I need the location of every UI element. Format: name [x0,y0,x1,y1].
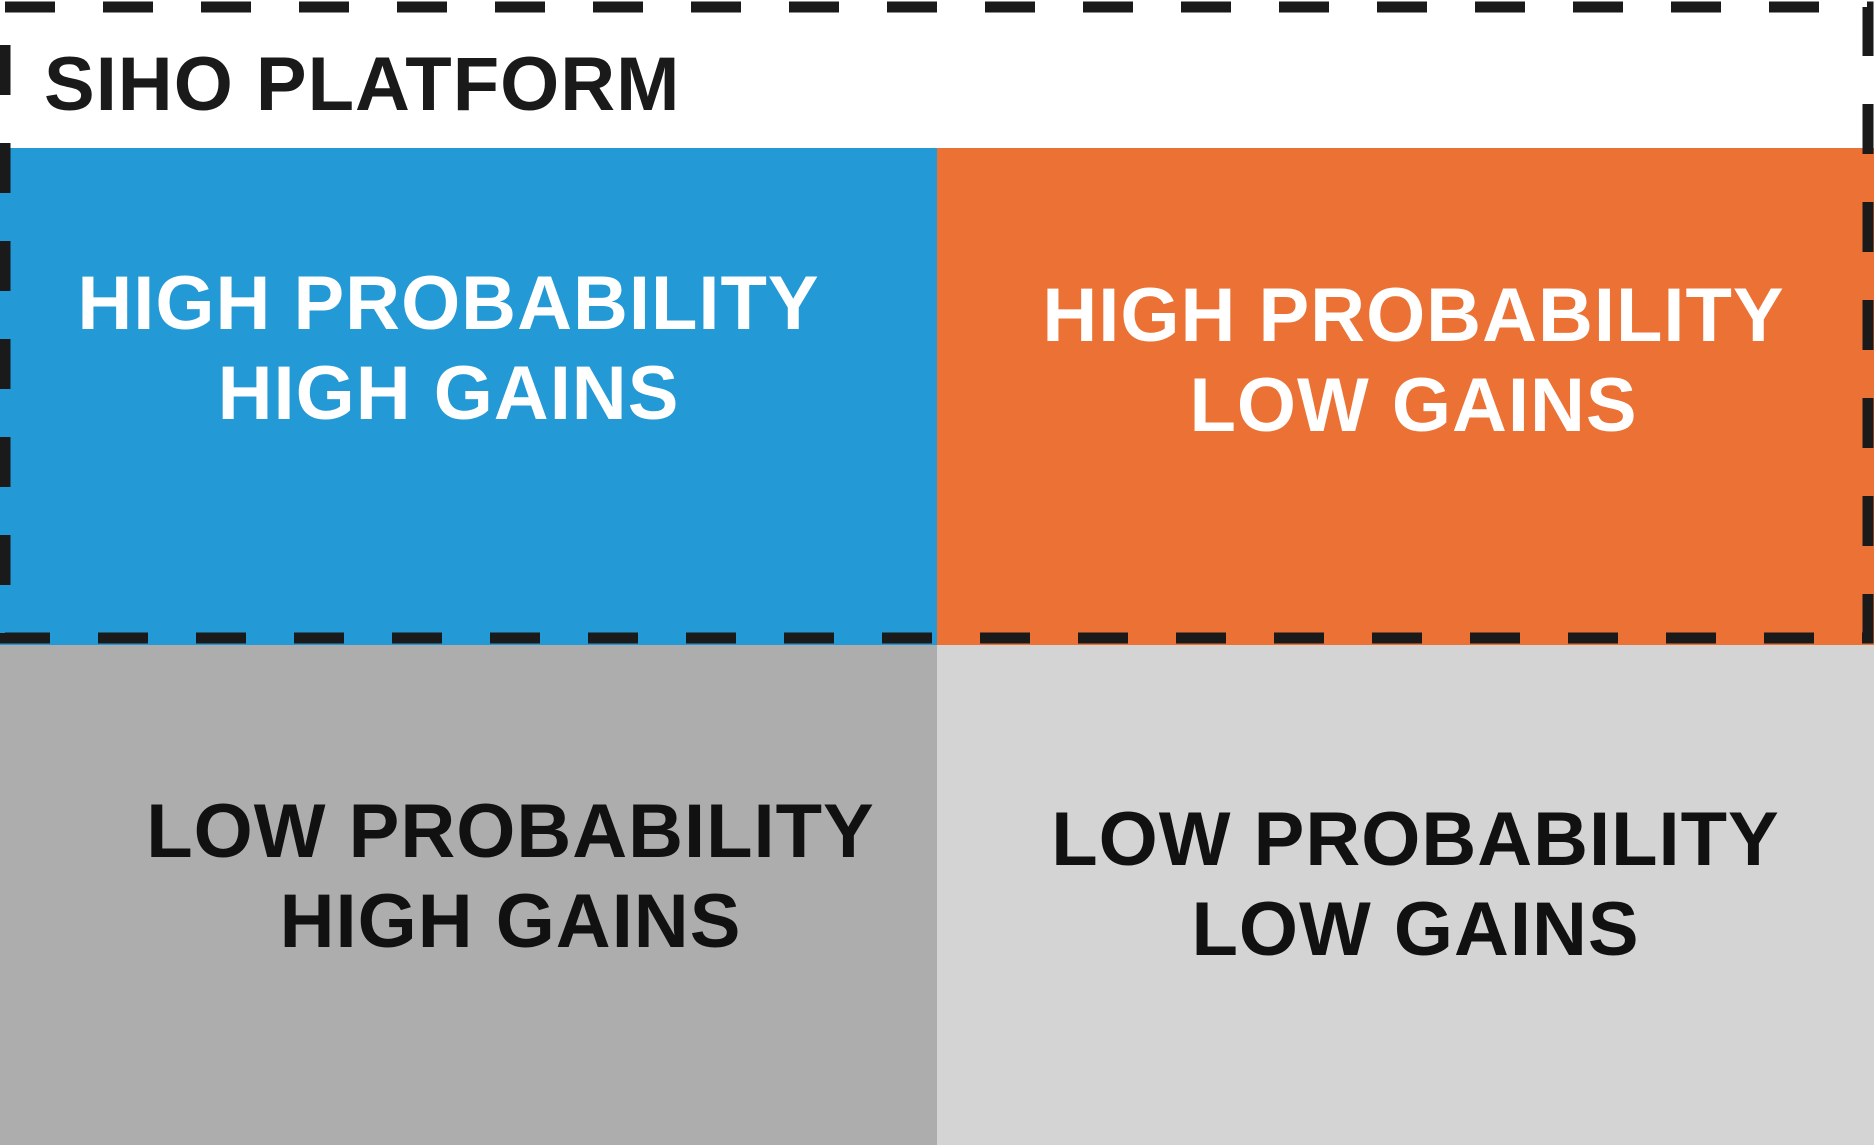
quadrant-label-line1: HIGH PROBABILITY [77,260,820,346]
quadrant-label-line2: LOW GAINS [1191,887,1640,972]
platform-title: SIHO PLATFORM [44,42,681,127]
quadrant-label-line1: HIGH PROBABILITY [1042,272,1785,358]
quadrant-label-line2: HIGH GAINS [279,879,742,964]
quadrant-label-line2: LOW GAINS [1189,362,1638,448]
quadrant-low-prob-low-gains: LOW PROBABILITY LOW GAINS [937,645,1874,1145]
quadrant-label-line1: LOW PROBABILITY [1051,797,1780,882]
quadrant-low-prob-high-gains: LOW PROBABILITY HIGH GAINS [0,645,937,1145]
quadrant-label-line2: HIGH GAINS [217,350,680,436]
quadrant-high-prob-high-gains: HIGH PROBABILITY HIGH GAINS [0,148,937,645]
quadrant-label-line1: LOW PROBABILITY [146,789,875,874]
quadrant-high-prob-low-gains: HIGH PROBABILITY LOW GAINS [937,148,1874,645]
